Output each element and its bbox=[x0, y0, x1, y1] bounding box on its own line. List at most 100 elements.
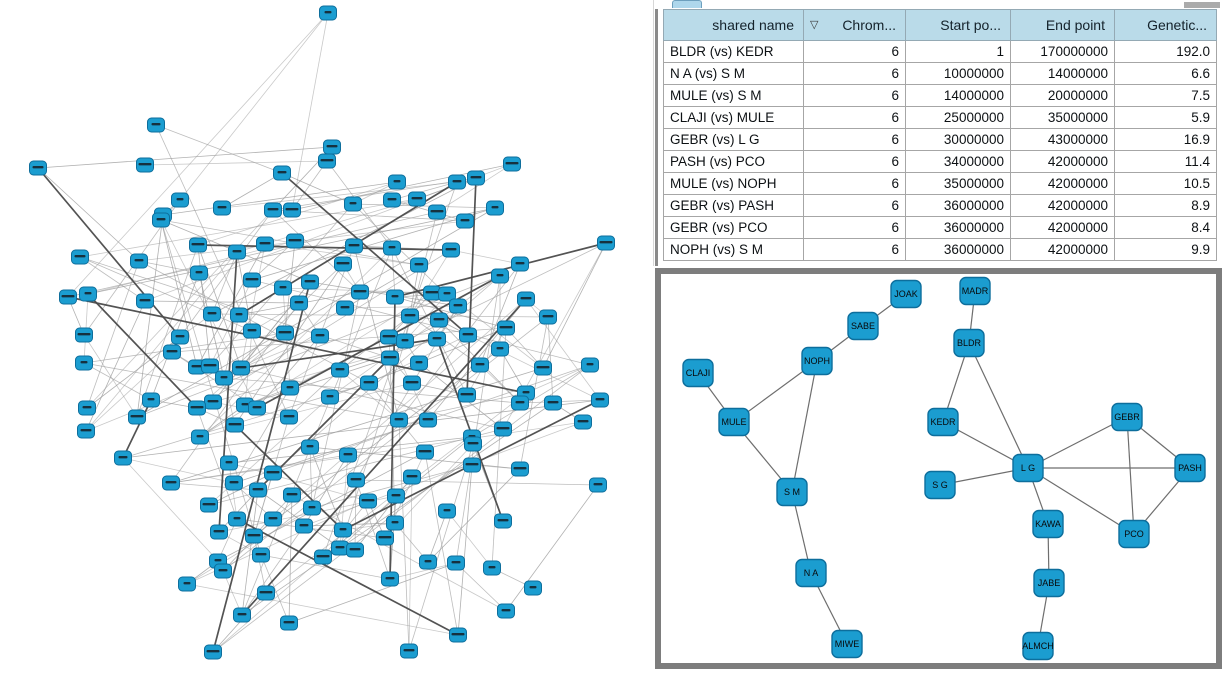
network-edge[interactable] bbox=[288, 494, 293, 624]
cell-shared-name[interactable]: GEBR (vs) PCO bbox=[663, 216, 804, 239]
cell-value[interactable]: 20000000 bbox=[1010, 84, 1115, 107]
network-node[interactable] bbox=[347, 472, 365, 488]
cell-value[interactable]: 7.5 bbox=[1114, 84, 1217, 107]
network-node[interactable] bbox=[249, 482, 267, 498]
network-edge[interactable] bbox=[87, 293, 198, 409]
network-node[interactable] bbox=[345, 238, 363, 254]
network-node[interactable] bbox=[456, 213, 474, 229]
network-edge[interactable] bbox=[136, 244, 199, 418]
cell-value[interactable]: 36000000 bbox=[905, 194, 1011, 217]
network-edge[interactable] bbox=[155, 124, 290, 418]
network-edge[interactable] bbox=[162, 181, 398, 216]
cell-value[interactable]: 42000000 bbox=[1010, 216, 1115, 239]
network-edge[interactable] bbox=[196, 243, 266, 368]
detail-network-svg[interactable]: JOAK SABE NOPH CLAJI MULE S M N A MIWE MADR BLDR K… bbox=[661, 274, 1216, 663]
overview-network-canvas[interactable] bbox=[0, 0, 655, 669]
network-node[interactable] bbox=[467, 170, 485, 186]
table-row[interactable]: BLDR (vs) KEDR 6 1 170000000 192.0 bbox=[663, 40, 1217, 63]
cell-value[interactable]: 16.9 bbox=[1114, 128, 1217, 151]
cell-shared-name[interactable]: NOPH (vs) S M bbox=[663, 238, 804, 261]
network-node[interactable]: PASH bbox=[1174, 453, 1206, 483]
network-node[interactable]: N A bbox=[795, 558, 827, 588]
cell-value[interactable]: 9.9 bbox=[1114, 238, 1217, 261]
network-node[interactable] bbox=[228, 511, 246, 527]
network-edge[interactable] bbox=[37, 146, 333, 169]
network-node[interactable] bbox=[408, 191, 426, 207]
network-edge[interactable] bbox=[138, 260, 370, 384]
network-node[interactable]: S G bbox=[924, 470, 956, 500]
network-edge[interactable] bbox=[212, 556, 324, 653]
network-node[interactable] bbox=[283, 487, 301, 503]
network-node[interactable] bbox=[403, 469, 421, 485]
network-node[interactable] bbox=[386, 515, 404, 531]
network-node[interactable] bbox=[243, 272, 261, 288]
cell-shared-name[interactable]: MULE (vs) NOPH bbox=[663, 172, 804, 195]
network-node[interactable] bbox=[486, 200, 504, 216]
network-edge[interactable] bbox=[288, 562, 457, 624]
network-edge[interactable] bbox=[79, 256, 146, 302]
network-node[interactable] bbox=[245, 528, 263, 544]
network-edge[interactable] bbox=[241, 489, 259, 616]
network-node[interactable]: PCO bbox=[1118, 519, 1150, 549]
network-edge[interactable] bbox=[339, 369, 400, 421]
network-node[interactable] bbox=[303, 500, 321, 516]
network-edge[interactable] bbox=[196, 407, 238, 520]
network-node[interactable] bbox=[463, 457, 481, 473]
network-edge[interactable] bbox=[234, 263, 344, 426]
network-node[interactable] bbox=[215, 370, 233, 386]
network-edge[interactable] bbox=[404, 293, 448, 342]
table-row[interactable]: N A (vs) S M 6 10000000 14000000 6.6 bbox=[663, 62, 1217, 85]
network-node[interactable] bbox=[410, 257, 428, 273]
cell-value[interactable]: 6 bbox=[803, 62, 906, 85]
network-node[interactable] bbox=[286, 233, 304, 249]
network-edge[interactable] bbox=[144, 300, 300, 304]
network-node[interactable] bbox=[331, 362, 349, 378]
network-edge[interactable] bbox=[251, 207, 496, 281]
network-node[interactable] bbox=[458, 387, 476, 403]
network-node[interactable] bbox=[503, 156, 521, 172]
network-edge[interactable] bbox=[170, 482, 259, 491]
network-edge[interactable] bbox=[394, 296, 507, 329]
network-node[interactable] bbox=[142, 392, 160, 408]
network-node[interactable] bbox=[491, 341, 509, 357]
network-node[interactable] bbox=[380, 329, 398, 345]
network-edge[interactable] bbox=[87, 207, 496, 295]
table-row[interactable]: GEBR (vs) L G 6 30000000 43000000 16.9 bbox=[663, 128, 1217, 151]
network-node[interactable] bbox=[401, 308, 419, 324]
network-edge[interactable] bbox=[368, 382, 429, 421]
cell-value[interactable]: 10000000 bbox=[905, 62, 1011, 85]
network-node[interactable] bbox=[589, 477, 607, 493]
network-node[interactable] bbox=[428, 204, 446, 220]
network-node[interactable] bbox=[447, 555, 465, 571]
network-node[interactable] bbox=[171, 329, 189, 345]
network-node[interactable] bbox=[387, 488, 405, 504]
network-node[interactable] bbox=[381, 571, 399, 587]
network-node[interactable] bbox=[59, 289, 77, 305]
network-node[interactable] bbox=[386, 289, 404, 305]
cell-value[interactable]: 43000000 bbox=[1010, 128, 1115, 151]
cell-value[interactable]: 6 bbox=[803, 84, 906, 107]
network-edge[interactable] bbox=[260, 554, 391, 580]
network-edge[interactable] bbox=[236, 518, 459, 636]
network-node[interactable] bbox=[248, 400, 266, 416]
network-node[interactable] bbox=[416, 444, 434, 460]
network-edge[interactable] bbox=[303, 421, 584, 527]
cell-shared-name[interactable]: PASH (vs) PCO bbox=[663, 150, 804, 173]
cell-value[interactable]: 6 bbox=[803, 172, 906, 195]
network-edge[interactable] bbox=[272, 209, 361, 293]
cell-shared-name[interactable]: BLDR (vs) KEDR bbox=[663, 40, 804, 63]
network-node[interactable] bbox=[339, 447, 357, 463]
column-header-genetic[interactable]: Genetic... bbox=[1114, 9, 1217, 41]
network-node[interactable] bbox=[449, 298, 467, 314]
network-node[interactable] bbox=[213, 200, 231, 216]
network-node[interactable] bbox=[396, 333, 414, 349]
network-node[interactable] bbox=[226, 417, 244, 433]
column-header-end-point[interactable]: End point bbox=[1010, 9, 1115, 41]
column-header-start-point[interactable]: Start po... bbox=[905, 9, 1011, 41]
cell-value[interactable]: 170000000 bbox=[1010, 40, 1115, 63]
column-header-shared-name[interactable]: shared name bbox=[663, 9, 804, 41]
network-node[interactable] bbox=[376, 530, 394, 546]
network-node[interactable] bbox=[243, 323, 261, 339]
network-edge[interactable] bbox=[83, 334, 138, 418]
network-edge[interactable] bbox=[199, 247, 393, 438]
